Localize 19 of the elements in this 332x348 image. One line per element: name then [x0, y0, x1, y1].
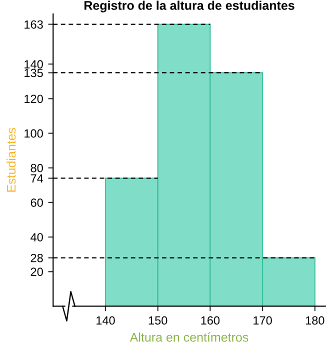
y-tick-label: 120 [24, 94, 43, 104]
x-tick-label: 150 [148, 316, 168, 325]
y-tick-label: 60 [30, 198, 43, 207]
x-tick-label: 170 [254, 316, 272, 325]
y-tick-label: 100 [24, 129, 43, 138]
y-tick-label: 28 [30, 254, 43, 262]
y-tick-label: 140 [24, 60, 43, 68]
y-axis-title: Estudiantes [6, 128, 16, 192]
chart-title: Registro de la altura de estudiantes [84, 0, 294, 12]
x-tick-label: 180 [306, 316, 324, 325]
x-tick-label: 160 [201, 316, 220, 325]
x-tick-label: 140 [96, 316, 115, 325]
y-tick-label: 40 [30, 233, 43, 242]
y-tick-label: 20 [30, 268, 43, 276]
y-tick-label: 80 [30, 164, 43, 172]
x-axis-title: Altura en centímetros [130, 332, 248, 342]
y-tick-label: 163 [24, 20, 43, 29]
y-tick-label: 135 [24, 68, 43, 78]
y-tick-label: 74 [30, 174, 44, 183]
